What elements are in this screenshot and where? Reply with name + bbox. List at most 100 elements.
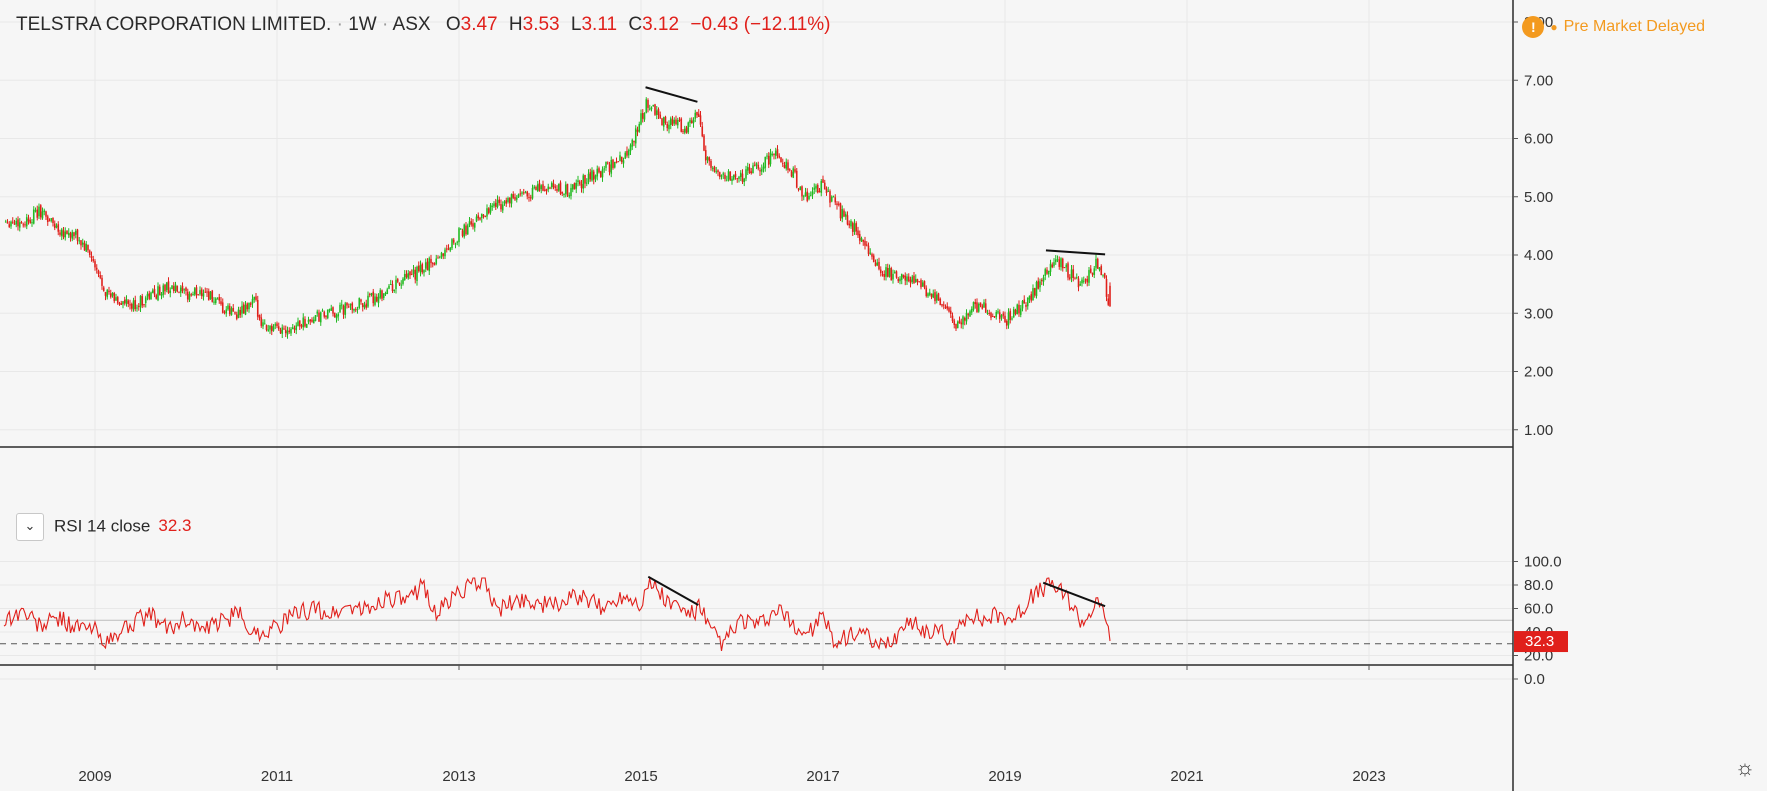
candle-body <box>407 273 410 279</box>
candle-body <box>640 113 642 125</box>
candle-body <box>554 186 557 188</box>
candle-body <box>732 175 735 180</box>
candle-body <box>897 278 900 282</box>
candle-body <box>529 197 532 199</box>
candle-body <box>267 329 270 331</box>
candle-body <box>636 129 639 132</box>
candle-body <box>948 307 950 312</box>
candle-body <box>755 163 758 166</box>
candle-body <box>11 221 14 223</box>
interval-label[interactable]: 1W <box>348 14 377 35</box>
candle-body <box>843 210 845 217</box>
candle-body <box>689 119 691 123</box>
candle-body <box>270 325 273 332</box>
candle-body <box>237 309 240 318</box>
candle-body <box>440 252 443 258</box>
market-status-text: Pre Market Delayed <box>1563 18 1705 35</box>
candle-body <box>17 219 19 227</box>
candle-body <box>990 312 992 318</box>
candle-body <box>745 169 747 179</box>
candle-body <box>22 224 25 226</box>
candle-body <box>1081 279 1083 284</box>
candle-body <box>430 258 432 264</box>
market-status[interactable]: ! ● Pre Market Delayed <box>1522 16 1705 38</box>
candle-body <box>563 193 565 195</box>
candle-body <box>281 327 284 334</box>
candle-body <box>531 187 534 199</box>
candle-body <box>876 262 879 266</box>
candle-body <box>552 183 555 188</box>
candle-body <box>855 223 858 232</box>
candle-body <box>340 304 343 306</box>
candle-body <box>736 178 739 180</box>
candle-body <box>454 243 457 245</box>
open-value: 3.47 <box>460 14 498 35</box>
candle-body <box>288 330 291 332</box>
candle-body <box>888 267 891 277</box>
collapse-chevron-icon[interactable]: ⌄ <box>16 513 44 541</box>
candle-body <box>1040 280 1043 282</box>
candle-body <box>235 314 238 319</box>
candle-body <box>1103 273 1106 278</box>
candle-body <box>825 188 828 193</box>
candle-body <box>332 307 334 314</box>
candle-body <box>927 293 929 297</box>
candle-body <box>605 161 607 168</box>
candle-body <box>171 285 173 290</box>
candle-body <box>878 261 880 270</box>
candle-body <box>1088 270 1090 283</box>
candle-body <box>1054 259 1057 263</box>
candle-body <box>246 303 249 310</box>
candle-body <box>629 145 632 152</box>
candle-body <box>1072 269 1075 278</box>
candle-body <box>867 245 870 254</box>
candle-body <box>766 155 768 157</box>
time-tick-label: 2013 <box>442 768 475 785</box>
candle-body <box>160 293 163 296</box>
candle-body <box>1065 264 1068 268</box>
candle-body <box>631 139 634 147</box>
candle-body <box>214 298 217 303</box>
candle-body <box>57 224 60 232</box>
candle-body <box>536 184 539 192</box>
candle-body <box>277 326 280 330</box>
candle-body <box>1039 281 1041 288</box>
candle-body <box>902 275 905 278</box>
candle-body <box>416 266 418 281</box>
candle-body <box>274 324 277 326</box>
change-value: −0.43 (−12.11%) <box>690 14 831 35</box>
candle-body <box>1032 288 1034 301</box>
symbol-name[interactable]: TELSTRA CORPORATION LIMITED. <box>16 14 332 35</box>
candle-body <box>619 155 621 161</box>
candle-body <box>309 319 312 322</box>
candle-body <box>468 221 471 225</box>
candle-body <box>1005 321 1008 326</box>
candle-body <box>24 224 26 226</box>
candle-body <box>655 110 658 115</box>
candle-body <box>671 119 674 125</box>
candle-body <box>1016 304 1019 315</box>
rsi-tick-label: 60.0 <box>1524 601 1553 618</box>
rsi-trendline <box>1042 581 1106 608</box>
candle-body <box>860 238 863 242</box>
candle-body <box>944 306 947 308</box>
candle-body <box>242 304 245 314</box>
candle-body <box>823 182 826 190</box>
candle-body <box>601 169 604 178</box>
candle-body <box>360 299 362 302</box>
candle-body <box>703 135 705 151</box>
rsi-line <box>3 577 1111 651</box>
candle-body <box>1009 310 1012 321</box>
candle-body <box>1070 269 1073 278</box>
settings-gear-icon[interactable]: ☼ <box>1734 755 1755 780</box>
candle-body <box>731 178 733 182</box>
candle-body <box>920 280 922 288</box>
candle-body <box>141 296 144 306</box>
candle-body <box>421 263 424 273</box>
candle-body <box>48 220 51 222</box>
candle-body <box>514 197 516 200</box>
candle-body <box>137 305 140 307</box>
candle-body <box>666 123 669 129</box>
candle-body <box>921 282 924 287</box>
candle-body <box>694 112 697 119</box>
